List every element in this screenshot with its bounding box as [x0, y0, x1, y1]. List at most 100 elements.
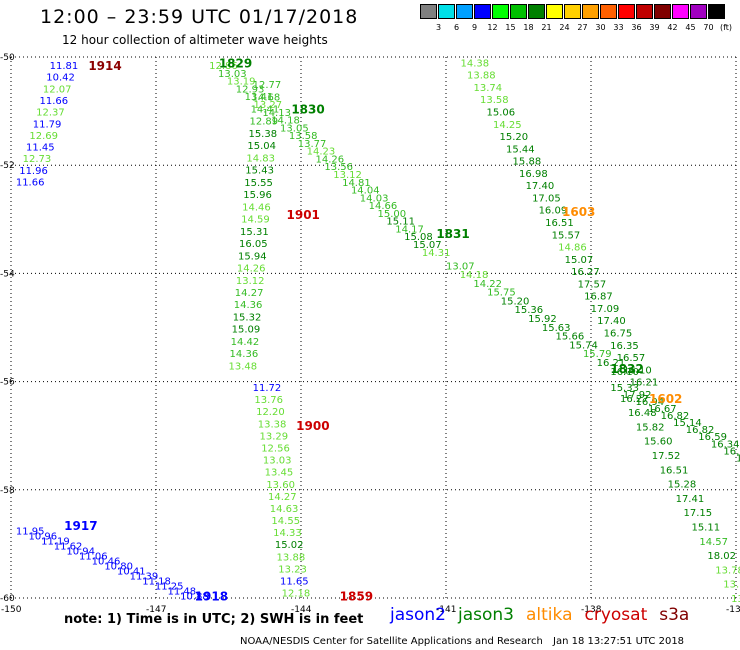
wave-height-value: 14.68	[252, 92, 281, 103]
footer-note: note: 1) Time is in UTC; 2) SWH is in fe…	[64, 612, 364, 627]
wave-height-value: 16.51	[660, 465, 689, 476]
wave-height-value: 16.82	[723, 446, 740, 457]
scale-swatch	[636, 4, 653, 19]
wave-height-value: 13.77	[723, 580, 740, 591]
pass-time-jason2: 1917	[64, 519, 97, 533]
wave-height-value: 15.66	[556, 332, 585, 343]
wave-height-value: 15.00	[378, 209, 407, 220]
wave-height-value: 12.73	[23, 154, 52, 165]
wave-height-value: 16.21	[597, 358, 626, 369]
pass-time-jason3: 1832	[610, 362, 643, 376]
wave-height-value: 11.66	[16, 177, 45, 188]
wave-height-value: 14.38	[461, 58, 490, 69]
wave-height-value: 13.60	[266, 480, 295, 491]
wave-height-value: 12.89	[250, 117, 279, 128]
wave-height-value: 14.04	[351, 186, 380, 197]
altika-1602-track: 16.27 16.48 15.82 15.60 17.52 16.51 15.28 17.41…	[620, 394, 740, 605]
wave-height-value: 11.18	[142, 576, 171, 587]
wave-height-value: 15.11	[691, 523, 720, 534]
legend-jason2: jason2	[390, 605, 446, 625]
wave-height-value: 16.10	[623, 365, 652, 376]
wave-height-value: 15.94	[238, 251, 267, 262]
wave-height-value: 17.40	[597, 316, 626, 327]
lon-tick-label: -138	[581, 605, 602, 615]
wave-height-value: 16.82	[661, 411, 690, 422]
scale-swatch	[474, 4, 491, 19]
wave-height-value: 17.05	[532, 193, 561, 204]
wave-height-value: 13.60	[731, 594, 740, 605]
wave-height-value: 13.78	[715, 565, 740, 576]
pass-time-jason3: 1829	[219, 56, 252, 70]
wave-height-value: 14.27	[235, 288, 264, 299]
wave-height-value: 14.66	[369, 201, 398, 212]
wave-height-value: 15.57	[552, 230, 581, 241]
footer-timestamp: Jan 18 13:27:51 UTC 2018	[553, 636, 685, 647]
wave-height-value: 10.96	[28, 531, 57, 542]
lat-tick-label: -52	[0, 161, 15, 171]
lon-tick-label: -141	[436, 605, 456, 615]
map-title: 12:00 – 23:59 UTC 01/17/2018	[40, 6, 359, 28]
wave-height-value: 14.31	[422, 248, 451, 259]
wave-height-value: 15.63	[542, 323, 571, 334]
scale-swatch	[420, 4, 437, 19]
scale-label: 42	[667, 23, 678, 32]
scale-label: 12	[487, 23, 498, 32]
wave-height-value: 12.77	[253, 80, 282, 91]
lat-tick-label: -54	[0, 269, 15, 279]
wave-height-value: 15.32	[233, 312, 262, 323]
wave-height-value: 15.74	[569, 340, 598, 351]
wave-height-value: 13.74	[474, 83, 503, 94]
scale-swatch	[510, 4, 527, 19]
wave-height-value: 14.42	[231, 337, 260, 348]
wave-height-value: 15.28	[668, 480, 697, 491]
wave-height-value: 16.34	[711, 439, 740, 450]
lon-tick-label: -150	[1, 605, 22, 615]
wave-height-value: 14.18	[271, 116, 300, 127]
wave-height-value: 13.48	[229, 361, 258, 372]
wave-height-value: 14.55	[271, 516, 300, 527]
lat-tick-label: -56	[0, 378, 15, 388]
wave-height-value: 12.20	[256, 407, 285, 418]
wave-height-value: 18.02	[707, 551, 736, 562]
wave-height-value: 15.20	[500, 132, 529, 143]
lat-tick-label: -50	[0, 53, 15, 63]
wave-height-value: 11.66	[40, 96, 69, 107]
altimeter-tracks: 11.8110.4212.0711.6612.3711.7912.6911.45…	[16, 58, 740, 605]
wave-height-value: 17.52	[652, 451, 681, 462]
wave-height-value: 12.56	[261, 443, 290, 454]
lon-tick-label: -147	[146, 605, 166, 615]
wave-height-value: 13.23	[278, 564, 307, 575]
wave-height-value: 13.76	[254, 395, 283, 406]
pass-time-jason3: 1830	[291, 102, 324, 116]
wave-height-value: 11.95	[16, 526, 45, 537]
wave-height-value: 10.94	[66, 546, 95, 557]
pass-time-labels: 1914 1829 1830 1901 1831 1603 1832 1602 1900 1917…	[64, 56, 682, 603]
wave-height-value: 14.81	[342, 178, 371, 189]
wave-height-value: 13.88	[277, 552, 306, 563]
pass-time-altika: 1603	[562, 205, 595, 219]
scale-label: 18	[523, 23, 534, 32]
wave-height-value: 13.03	[218, 69, 247, 80]
wave-height-value: 16.21	[630, 378, 659, 389]
wave-height-value: 14.33	[273, 528, 302, 539]
wave-height-value: 13.19	[227, 77, 256, 88]
wave-height-value: 16.05	[239, 239, 268, 250]
scale-swatch	[438, 4, 455, 19]
wave-height-value: 15.75	[487, 288, 516, 299]
wave-height-value: 13.58	[289, 131, 318, 142]
wave-height-value: 16.09	[539, 206, 568, 217]
legend-s3a: s3a	[659, 605, 690, 625]
wave-height-value: 12.93	[236, 84, 265, 95]
wave-height-value: 14.36	[230, 349, 259, 360]
wave-height-value: 13.45	[265, 468, 294, 479]
wave-height-value: 14.59	[241, 215, 270, 226]
wave-height-value: 15.79	[583, 349, 612, 360]
wave-height-value: 15.06	[487, 108, 516, 119]
wave-height-value: 14.18	[460, 270, 489, 281]
wave-height-value: 16.87	[584, 292, 613, 303]
wave-height-value: 11.48	[168, 586, 197, 597]
wave-height-value: 17.41	[676, 494, 705, 505]
wave-height-value: 13.29	[259, 431, 288, 442]
wave-height-value: 12.86	[209, 61, 238, 72]
